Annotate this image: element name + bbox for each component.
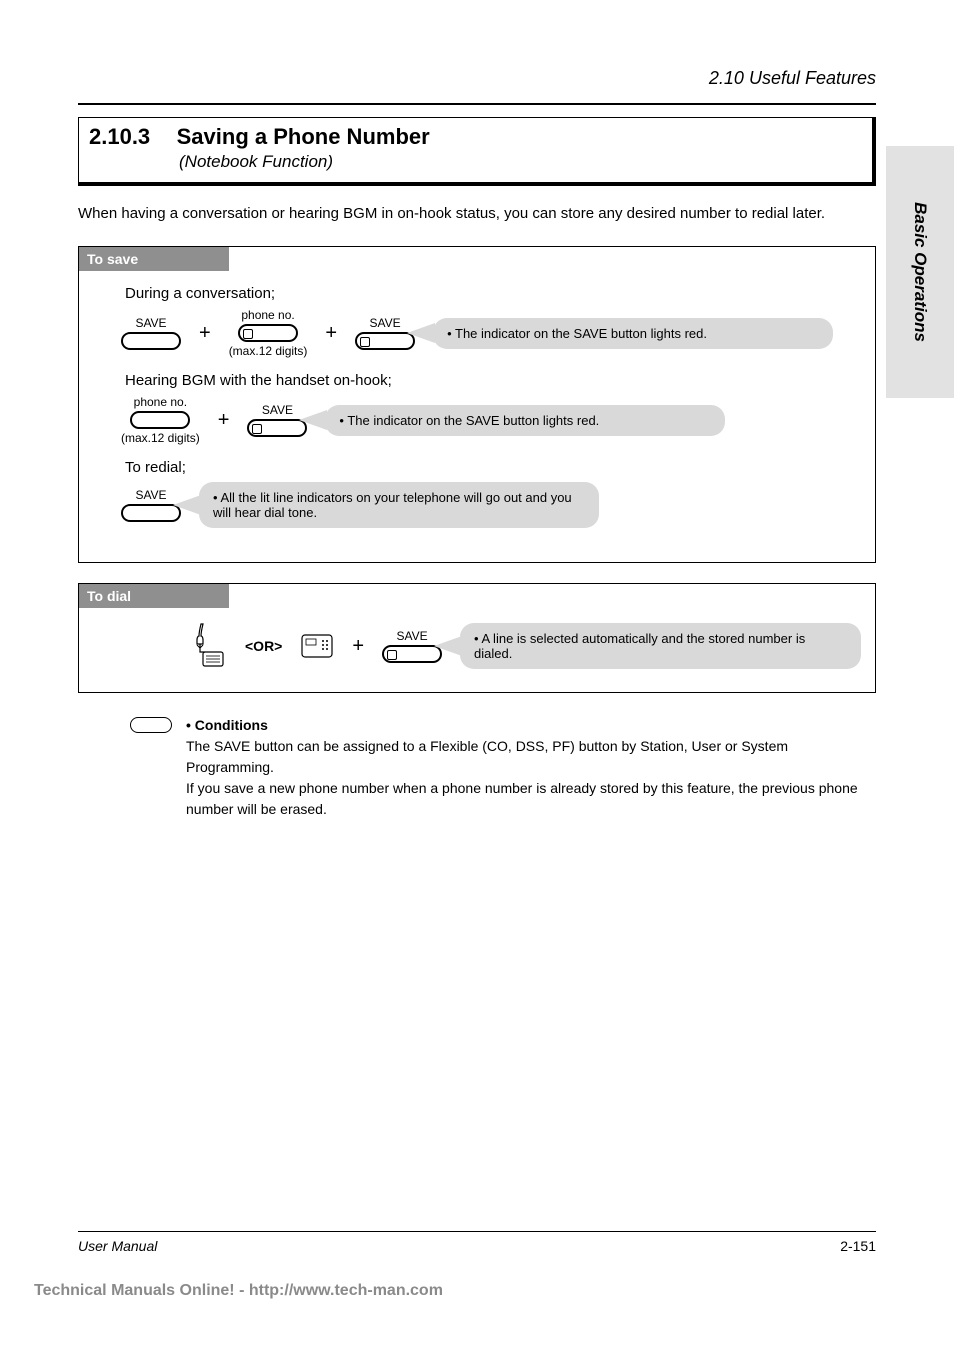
page: 2.10 Useful Features 2.10.3 Saving a Pho… — [78, 68, 876, 820]
row-save-idle: phone no. (max.12 digits) + SAVE • The i… — [121, 395, 861, 445]
bubble-dial: • A line is selected automatically and t… — [460, 623, 861, 669]
to-dial-tab: To dial — [79, 584, 229, 608]
section-subtitle: (Notebook Function) — [179, 152, 862, 172]
phone-no-button[interactable]: phone no. (max.12 digits) — [121, 395, 200, 445]
to-save-box: To save During a conversation; SAVE + ph… — [78, 246, 876, 563]
row-save-conversation: SAVE + phone no. (max.12 digits) + SAVE … — [121, 308, 861, 358]
tech-man-line: Technical Manuals Online! - http://www.t… — [34, 1282, 443, 1300]
row-redial: SAVE • All the lit line indicators on yo… — [121, 482, 861, 528]
row-dial: <OR> + SAVE • A line is selected automat… — [193, 622, 861, 670]
phone-icon — [193, 622, 227, 670]
note-button-icon — [130, 717, 172, 733]
side-tab: Basic Operations — [886, 146, 954, 398]
save-button[interactable]: SAVE — [121, 488, 181, 522]
chapter-heading: 2.10 Useful Features — [78, 68, 876, 89]
footer-left: User Manual — [78, 1238, 157, 1254]
conditions-note: • Conditions The SAVE button can be assi… — [130, 715, 876, 820]
label-idle: Hearing BGM with the handset on-hook; — [125, 372, 861, 389]
intro-text: When having a conversation or hearing BG… — [78, 204, 876, 224]
label-redial: To redial; — [125, 459, 861, 476]
save-button[interactable]: SAVE — [355, 316, 415, 350]
plus-icon: + — [218, 409, 230, 432]
section-title-box: 2.10.3 Saving a Phone Number (Notebook F… — [78, 117, 876, 186]
plus-icon: + — [325, 322, 337, 345]
to-save-tab: To save — [79, 247, 229, 271]
label-conversation: During a conversation; — [125, 285, 861, 302]
note-body-2: If you save a new phone number when a ph… — [186, 780, 858, 817]
section-number: 2.10.3 — [89, 124, 150, 149]
note-text: • Conditions The SAVE button can be assi… — [186, 715, 876, 820]
save-button[interactable]: SAVE — [121, 316, 181, 350]
rule — [78, 103, 876, 105]
note-lead: • Conditions — [186, 717, 268, 733]
footer: User Manual 2-151 — [78, 1231, 876, 1254]
or-label: <OR> — [245, 638, 282, 654]
save-button[interactable]: SAVE — [247, 403, 307, 437]
sp-phone-icon — [300, 629, 334, 663]
note-body-1: The SAVE button can be assigned to a Fle… — [186, 738, 788, 775]
section-title: Saving a Phone Number — [177, 124, 430, 149]
side-tab-label: Basic Operations — [910, 202, 930, 342]
save-button[interactable]: SAVE — [382, 629, 442, 663]
to-dial-box: To dial <OR> — [78, 583, 876, 693]
bubble-save-1: • The indicator on the SAVE button light… — [433, 318, 833, 349]
footer-right: 2-151 — [840, 1238, 876, 1254]
plus-icon: + — [199, 322, 211, 345]
phone-no-button[interactable]: phone no. (max.12 digits) — [229, 308, 308, 358]
bubble-save-3: • All the lit line indicators on your te… — [199, 482, 599, 528]
plus-icon: + — [352, 635, 364, 658]
bubble-save-2: • The indicator on the SAVE button light… — [325, 405, 725, 436]
